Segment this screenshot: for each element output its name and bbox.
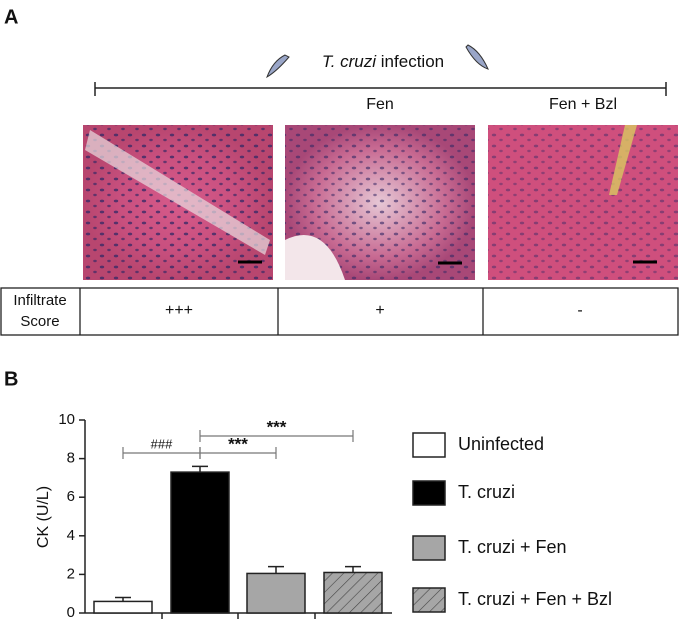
y-tick-label: 10 bbox=[58, 411, 75, 428]
parasite-icon bbox=[465, 44, 489, 70]
infection-italic: T. cruzi bbox=[322, 52, 377, 71]
error-bar bbox=[268, 565, 284, 574]
error-bar bbox=[192, 465, 208, 473]
legend-swatch bbox=[412, 587, 446, 613]
y-tick-label: 4 bbox=[67, 527, 75, 544]
bar bbox=[323, 571, 383, 614]
panel-label: B bbox=[4, 368, 18, 390]
micrograph bbox=[285, 125, 475, 280]
bar bbox=[93, 600, 153, 614]
legend-label: T. cruzi bbox=[458, 482, 515, 502]
significance-bracket bbox=[199, 447, 277, 459]
score-table bbox=[0, 287, 679, 336]
error-bar bbox=[345, 565, 361, 573]
y-tick-label: 2 bbox=[67, 565, 75, 582]
score: +++ bbox=[165, 302, 193, 319]
legend-swatch bbox=[412, 480, 446, 506]
table-header: Score bbox=[20, 313, 59, 330]
error-bar bbox=[115, 596, 131, 602]
y-axis-label: CK (U/L) bbox=[35, 486, 52, 548]
y-tick-label: 6 bbox=[67, 488, 75, 505]
infection-label: T. cruzi infection bbox=[322, 52, 444, 71]
legend-label: Uninfected bbox=[458, 434, 544, 454]
score: - bbox=[577, 302, 582, 319]
y-tick-label: 0 bbox=[67, 604, 75, 621]
panel-label: A bbox=[4, 6, 18, 28]
significance-label: *** bbox=[267, 417, 287, 436]
column-label: Fen bbox=[366, 96, 394, 113]
infection-rest: infection bbox=[381, 52, 444, 71]
micrograph bbox=[488, 125, 678, 280]
bar bbox=[246, 572, 306, 614]
legend-label: T. cruzi + Fen + Bzl bbox=[458, 589, 612, 609]
significance-label: *** bbox=[228, 434, 248, 453]
parasite-icon bbox=[266, 54, 290, 79]
significance-bracket bbox=[199, 430, 354, 442]
bar bbox=[170, 471, 230, 614]
y-tick-label: 8 bbox=[67, 450, 75, 467]
significance-label: ### bbox=[151, 436, 173, 451]
score: + bbox=[375, 302, 384, 319]
infection-bracket bbox=[94, 82, 667, 96]
column-label: Fen + Bzl bbox=[549, 96, 617, 113]
table-header: Infiltrate bbox=[13, 292, 66, 309]
micrograph bbox=[83, 125, 273, 280]
legend-label: T. cruzi + Fen bbox=[458, 537, 567, 557]
legend-swatch bbox=[412, 432, 446, 458]
legend-swatch bbox=[412, 535, 446, 561]
